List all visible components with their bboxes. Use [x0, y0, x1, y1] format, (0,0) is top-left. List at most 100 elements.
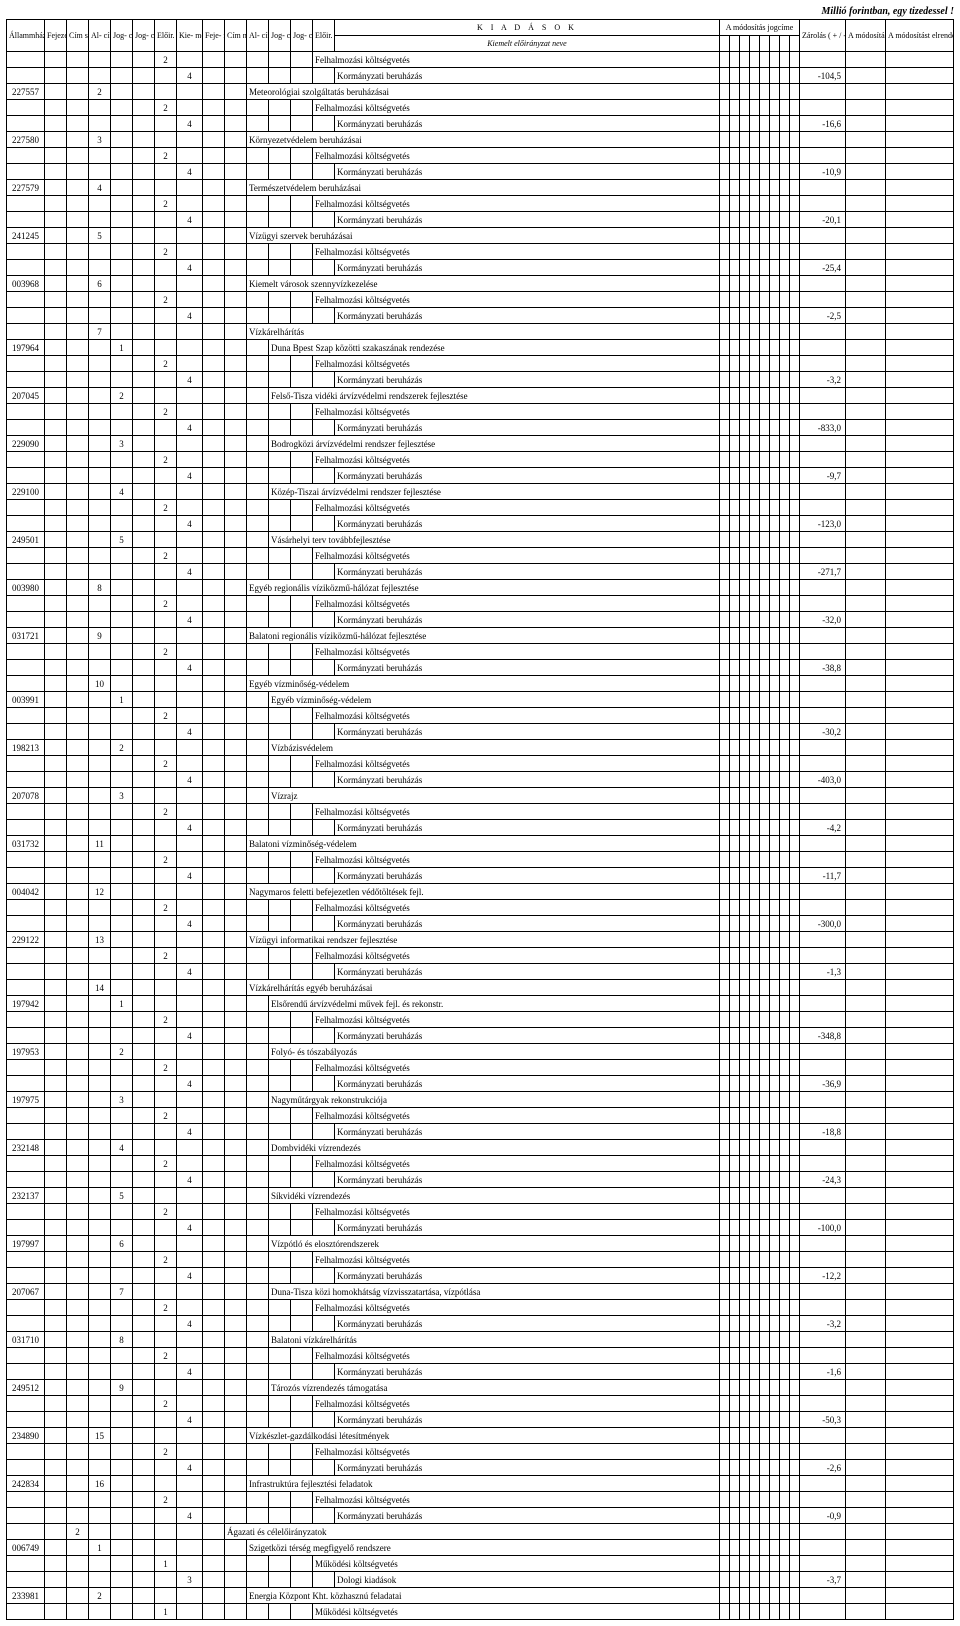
- cell-jogcime: [779, 84, 789, 100]
- table-row: 4Kormányzati beruházás-833,0: [7, 420, 954, 436]
- cell-spacer: [225, 516, 247, 532]
- cell-jogcime: [749, 628, 759, 644]
- cell-jogcime: [719, 324, 729, 340]
- cell-jogcime: [769, 404, 779, 420]
- cell-spacer: [313, 372, 335, 388]
- cell-zarolas: [800, 1540, 846, 1556]
- cell-zarolas: -0,9: [800, 1508, 846, 1524]
- cell-jogcime: [749, 228, 759, 244]
- cell-spacer: [247, 404, 269, 420]
- table-row: 2Felhalmozási költségvetés: [7, 1060, 954, 1076]
- cell-jogcime: [759, 1284, 769, 1300]
- cell-num: [133, 196, 155, 212]
- cell-szama: [886, 68, 954, 84]
- cell-zarolas: [800, 1188, 846, 1204]
- cell-szama: [886, 1156, 954, 1172]
- cell-hatasa: [846, 644, 886, 660]
- cell-jogcime: [769, 436, 779, 452]
- cell-hatasa: [846, 1076, 886, 1092]
- cell-id: 249512: [7, 1380, 45, 1396]
- cell-jogcime: [719, 516, 729, 532]
- cell-szama: [886, 996, 954, 1012]
- cell-spacer: [269, 500, 291, 516]
- cell-spacer: [203, 180, 225, 196]
- cell-num: [111, 612, 133, 628]
- cell-spacer: [247, 1348, 269, 1364]
- cell-spacer: [225, 500, 247, 516]
- cell-zarolas: [800, 276, 846, 292]
- cell-num: 2: [155, 852, 177, 868]
- cell-num: [89, 1604, 111, 1620]
- hdr-cimnev: Cím név: [225, 20, 247, 52]
- cell-num: [89, 500, 111, 516]
- cell-num: [155, 916, 177, 932]
- cell-jogcime: [729, 1140, 739, 1156]
- cell-description: Vásárhelyi terv továbbfejlesztése: [269, 532, 720, 548]
- cell-jogcime: [759, 740, 769, 756]
- cell-jogcime: [769, 196, 779, 212]
- table-row: 2Felhalmozási költségvetés: [7, 1396, 954, 1412]
- cell-jogcime: [779, 788, 789, 804]
- cell-zarolas: -3,2: [800, 372, 846, 388]
- cell-jogcime: [779, 916, 789, 932]
- cell-jogcime: [749, 196, 759, 212]
- cell-num: [67, 420, 89, 436]
- cell-num: [45, 820, 67, 836]
- cell-num: 2: [155, 1300, 177, 1316]
- cell-hatasa: [846, 1140, 886, 1156]
- cell-jogcime: [779, 516, 789, 532]
- table-row: 0317219Balatoni regionális víziközmű-hál…: [7, 628, 954, 644]
- cell-spacer: [291, 548, 313, 564]
- cell-jogcime: [789, 212, 799, 228]
- cell-jogcime: [779, 1332, 789, 1348]
- cell-num: 1: [155, 1556, 177, 1572]
- cell-spacer: [269, 548, 291, 564]
- cell-num: [155, 1476, 177, 1492]
- cell-num: 4: [177, 1268, 203, 1284]
- cell-spacer: [225, 1316, 247, 1332]
- cell-jogcime: [729, 244, 739, 260]
- cell-jogcime: [769, 1412, 779, 1428]
- cell-num: [45, 1380, 67, 1396]
- cell-jogcime: [749, 260, 759, 276]
- cell-jogcime: [729, 1444, 739, 1460]
- cell-jogcime: [759, 452, 769, 468]
- cell-description: Vízkárelhárítás: [247, 324, 720, 340]
- cell-jogcime: [759, 1316, 769, 1332]
- cell-num: [45, 1364, 67, 1380]
- cell-jogcime: [779, 580, 789, 596]
- cell-num: [133, 132, 155, 148]
- cell-spacer: [203, 68, 225, 84]
- cell-jogcime: [749, 404, 759, 420]
- cell-jogcime: [779, 1108, 789, 1124]
- cell-spacer: [203, 1012, 225, 1028]
- cell-jogcime: [739, 1252, 749, 1268]
- cell-jogcime: [769, 1556, 779, 1572]
- cell-jogcime: [739, 1300, 749, 1316]
- cell-id: 197997: [7, 1236, 45, 1252]
- cell-description: Felhalmozási költségvetés: [313, 644, 720, 660]
- cell-jogcime: [769, 548, 779, 564]
- cell-id: [7, 420, 45, 436]
- cell-szama: [886, 324, 954, 340]
- cell-num: [133, 836, 155, 852]
- cell-num: [89, 1524, 111, 1540]
- cell-num: [45, 1460, 67, 1476]
- cell-jogcime: [719, 388, 729, 404]
- cell-hatasa: [846, 708, 886, 724]
- cell-jogcime: [729, 1108, 739, 1124]
- cell-spacer: [247, 260, 269, 276]
- cell-description: Felhalmozási költségvetés: [313, 1252, 720, 1268]
- cell-szama: [886, 692, 954, 708]
- cell-num: [111, 964, 133, 980]
- cell-num: [133, 260, 155, 276]
- cell-jogcime: [729, 900, 739, 916]
- cell-jogcime: [769, 596, 779, 612]
- cell-jogcime: [789, 1396, 799, 1412]
- cell-num: [89, 756, 111, 772]
- cell-jogcime: [759, 1044, 769, 1060]
- cell-num: [67, 580, 89, 596]
- cell-jogcime: [779, 1444, 789, 1460]
- table-row: 2070783Vízrajz: [7, 788, 954, 804]
- cell-jogcime: [729, 1556, 739, 1572]
